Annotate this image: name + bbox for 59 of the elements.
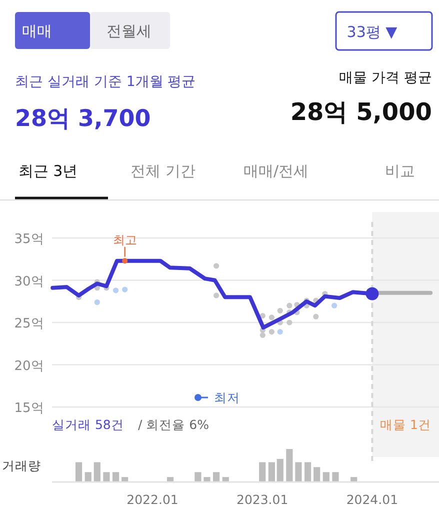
point <box>366 287 379 300</box>
text: 28억 5,000 <box>290 98 432 126</box>
bar <box>259 462 266 482</box>
point <box>260 312 266 319</box>
bar <box>276 458 284 482</box>
bar <box>268 462 275 482</box>
point <box>268 314 274 320</box>
bar <box>75 462 82 482</box>
bar <box>94 462 100 482</box>
text: 전월세 <box>106 22 152 40</box>
text: 실거래 58건 <box>52 417 124 432</box>
annotation: 최고 <box>112 232 137 247</box>
point <box>286 320 292 326</box>
text: 최근 실거래 기준 1개월 평균 <box>15 74 196 90</box>
point <box>268 328 274 335</box>
annotation: 최저 <box>214 390 240 405</box>
y-tick-label: 25억 <box>14 316 44 332</box>
x-tick-label: 2023.01 <box>236 492 288 507</box>
bar <box>332 472 339 482</box>
point <box>214 263 220 269</box>
point <box>331 302 338 308</box>
y-tick-label: 15억 <box>14 401 44 416</box>
y-axis-title: 거래량 <box>2 458 41 473</box>
text: 매매 <box>22 22 52 40</box>
point <box>260 332 266 338</box>
text: 비교 <box>385 162 415 180</box>
bar <box>286 449 293 482</box>
point <box>313 314 319 320</box>
bar <box>304 462 312 482</box>
y-tick-label: 35억 <box>14 232 44 247</box>
point <box>94 299 100 306</box>
y-tick-label: 30억 <box>14 274 44 290</box>
text: 매물 1건 <box>380 417 431 432</box>
point <box>277 308 283 314</box>
text: 33평 ▼ <box>346 23 398 41</box>
bar <box>103 472 110 482</box>
point <box>122 258 128 264</box>
x-tick-label: 2022.01 <box>126 492 178 507</box>
bar <box>213 472 220 482</box>
text: 최근 3년 <box>18 162 78 180</box>
point <box>113 288 119 294</box>
text: / 회전율 6% <box>138 417 210 432</box>
point <box>286 302 292 308</box>
bar <box>314 467 320 482</box>
point <box>122 286 128 292</box>
bar <box>194 472 202 482</box>
bar <box>84 472 92 482</box>
text: 매매/전세 <box>243 162 309 180</box>
point <box>277 328 283 335</box>
bar <box>112 472 120 482</box>
text: 매물 가격 평균 <box>339 70 432 86</box>
bar <box>322 472 330 482</box>
bar <box>204 477 210 482</box>
point <box>214 292 220 298</box>
x-tick-label: 2024.01 <box>346 492 398 507</box>
text: 전체 기간 <box>130 162 196 180</box>
y-tick-label: 20억 <box>14 358 44 374</box>
text: 28억 3,700 <box>15 106 151 132</box>
bar <box>295 462 302 482</box>
